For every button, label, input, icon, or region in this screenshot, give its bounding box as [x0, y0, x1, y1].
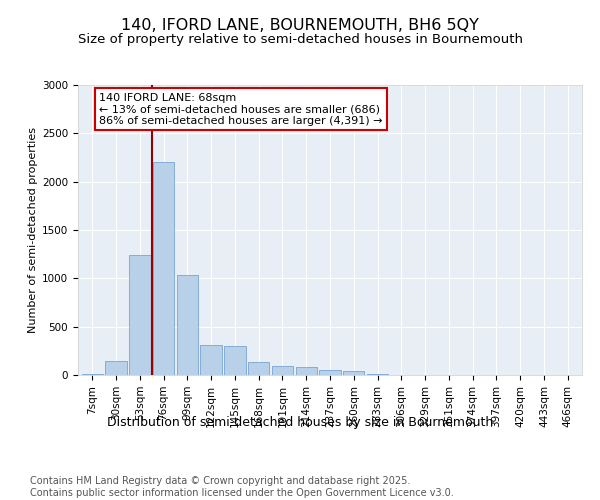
Bar: [200, 345, 222, 375]
Bar: [176, 276, 198, 375]
Y-axis label: Number of semi-detached properties: Number of semi-detached properties: [28, 127, 38, 333]
Text: 140 IFORD LANE: 68sqm
← 13% of semi-detached houses are smaller (686)
86% of sem: 140 IFORD LANE: 68sqm ← 13% of semi-deta…: [100, 92, 383, 126]
Bar: [248, 362, 269, 375]
Text: Contains HM Land Registry data © Crown copyright and database right 2025.
Contai: Contains HM Land Registry data © Crown c…: [30, 476, 454, 498]
Bar: [319, 370, 341, 375]
Bar: [82, 374, 103, 375]
Bar: [272, 366, 293, 375]
Bar: [129, 255, 151, 375]
Text: 140, IFORD LANE, BOURNEMOUTH, BH6 5QY: 140, IFORD LANE, BOURNEMOUTH, BH6 5QY: [121, 18, 479, 32]
Text: Distribution of semi-detached houses by size in Bournemouth: Distribution of semi-detached houses by …: [107, 416, 493, 429]
Bar: [224, 346, 245, 375]
Bar: [367, 374, 388, 375]
Text: Size of property relative to semi-detached houses in Bournemouth: Size of property relative to semi-detach…: [77, 32, 523, 46]
Bar: [343, 370, 364, 375]
Bar: [296, 368, 317, 375]
Bar: [106, 360, 127, 375]
Bar: [153, 162, 174, 375]
